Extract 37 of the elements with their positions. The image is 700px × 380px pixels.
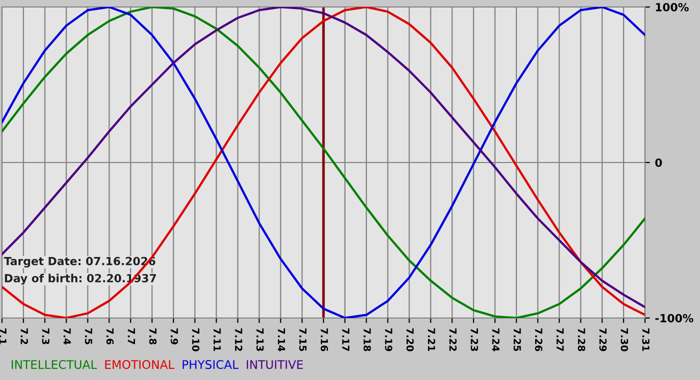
x-tick-label: 7.21 xyxy=(428,328,436,352)
x-tick-label: 7.22 xyxy=(449,328,457,351)
x-tick-label: 7.30 xyxy=(620,328,628,352)
x-tick-label: 7.3 xyxy=(42,328,50,344)
x-tick-label: 7.29 xyxy=(599,328,607,352)
x-tick-label: 7.2 xyxy=(20,328,28,344)
y-tick-label: 0 xyxy=(655,158,662,167)
x-tick-label: 7.5 xyxy=(84,328,92,344)
x-tick-label: 7.18 xyxy=(364,328,371,352)
text: PHYSICAL xyxy=(182,360,239,369)
x-tick-label: 7.10 xyxy=(192,328,200,352)
y-tick-label: -100% xyxy=(655,314,694,322)
x-tick-label: 7.12 xyxy=(235,328,242,351)
x-tick-label: 7.28 xyxy=(578,328,586,352)
x-tick-label: 7.19 xyxy=(384,328,392,352)
x-tick-label: 7.13 xyxy=(256,328,264,351)
x-tick-label: 7.14 xyxy=(278,328,286,352)
x-tick-label: 7.26 xyxy=(535,328,542,352)
x-tick-label: 7.17 xyxy=(342,328,350,351)
x-tick-label: 7.25 xyxy=(514,328,521,352)
x-tick-label: 7.23 xyxy=(470,328,478,351)
x-tick-label: 7.7 xyxy=(128,328,136,344)
x-tick-label: 7.24 xyxy=(492,328,500,352)
x-tick-label: 7.8 xyxy=(149,328,157,344)
text: INTELLECTUAL xyxy=(12,360,97,369)
x-tick-label: 7.11 xyxy=(214,328,221,352)
x-tick-label: 7.20 xyxy=(406,328,414,352)
text: EMOTIONAL xyxy=(105,360,174,369)
x-tick-label: 7.15 xyxy=(299,328,306,352)
text: INTUITIVE xyxy=(246,360,303,369)
x-tick-label: 7.9 xyxy=(170,328,178,344)
x-tick-label: 7.4 xyxy=(64,328,71,344)
x-tick-label: 7.16 xyxy=(320,328,328,352)
x-tick-label: 7.27 xyxy=(556,328,564,351)
y-tick-label: 100% xyxy=(656,2,689,12)
x-tick-label: 7.31 xyxy=(642,328,650,352)
x-tick-label: 7.6 xyxy=(106,328,114,344)
